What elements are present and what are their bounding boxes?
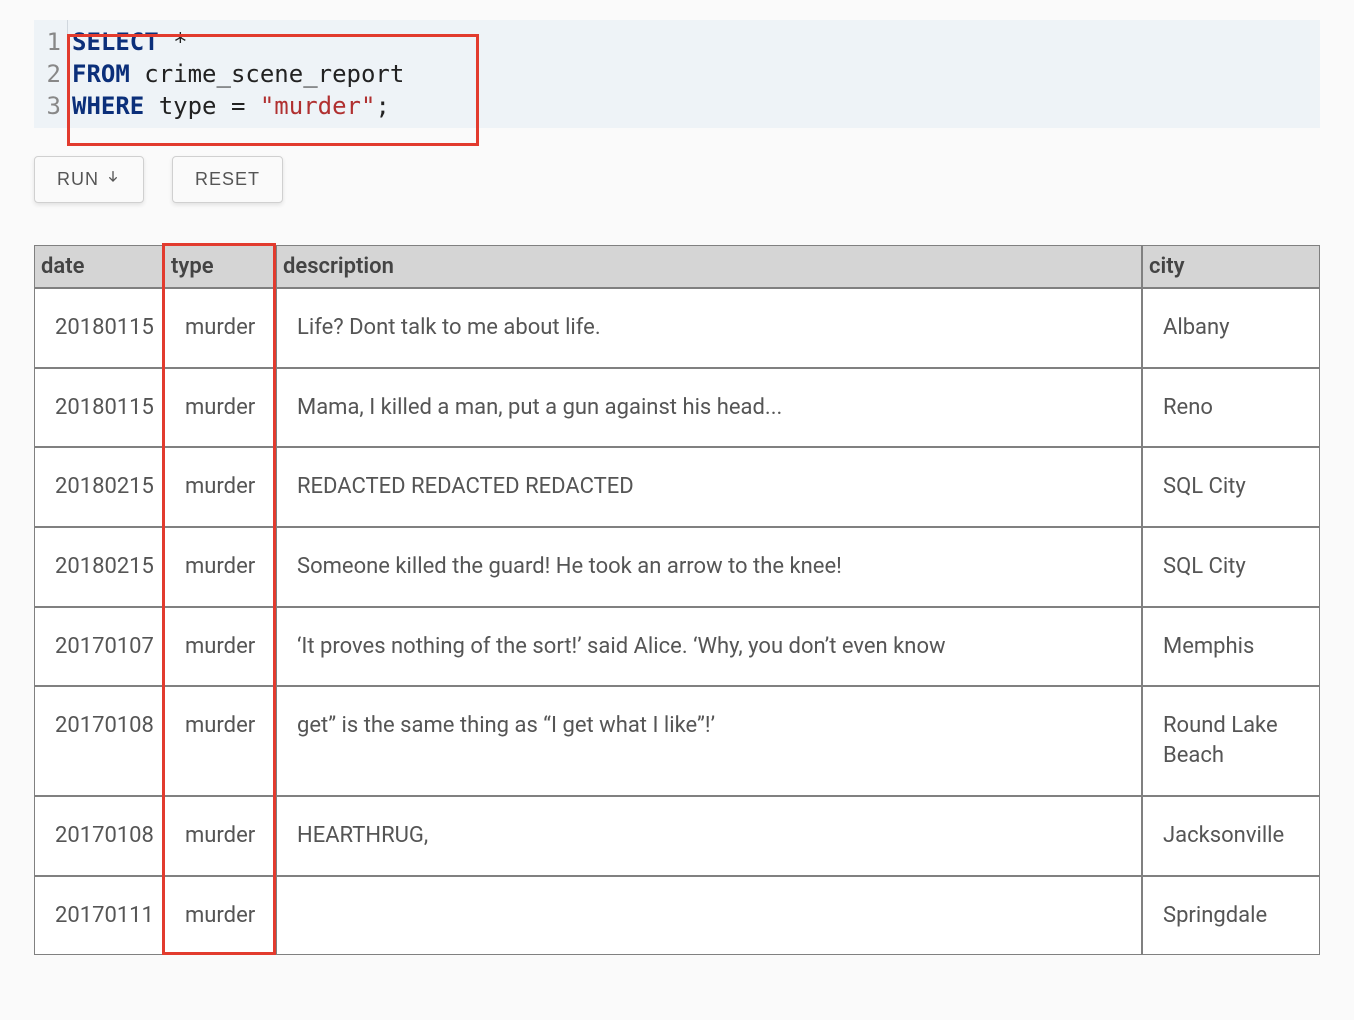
gutter-line-number: 1 [34,26,67,58]
cell-date: 20180215 [34,447,164,527]
cell-city: Memphis [1142,607,1320,687]
cell-type: murder [164,607,276,687]
reset-button-label: RESET [195,169,260,190]
column-header-city[interactable]: city [1142,245,1320,288]
cell-city: Round Lake Beach [1142,686,1320,795]
table-row: 20180115murderMama, I killed a man, put … [34,368,1320,448]
code-line: SELECT * [72,26,1312,58]
cell-description: Someone killed the guard! He took an arr… [276,527,1142,607]
table-row: 20180215murderSomeone killed the guard! … [34,527,1320,607]
gutter-line-number: 2 [34,58,67,90]
cell-description: Life? Dont talk to me about life. [276,288,1142,368]
cell-description [276,876,1142,956]
cell-city: Albany [1142,288,1320,368]
table-row: 20170108murderHEARTHRUG,Jacksonville [34,796,1320,876]
cell-type: murder [164,796,276,876]
cell-type: murder [164,686,276,795]
reset-button[interactable]: RESET [172,156,283,203]
table-row: 20180215murderREDACTED REDACTED REDACTED… [34,447,1320,527]
gutter-line-number: 3 [34,90,67,122]
cell-date: 20180215 [34,527,164,607]
cell-type: murder [164,368,276,448]
code-line: WHERE type = "murder"; [72,90,1312,122]
editor-gutter: 123 [34,20,68,128]
results-container: datetypedescriptioncity 20180115murderLi… [34,245,1320,955]
column-header-description[interactable]: description [276,245,1142,288]
cell-description: REDACTED REDACTED REDACTED [276,447,1142,527]
cell-city: SQL City [1142,447,1320,527]
button-row: RUN RESET [34,156,1320,203]
table-row: 20170107murder‘It proves nothing of the … [34,607,1320,687]
cell-description: Mama, I killed a man, put a gun against … [276,368,1142,448]
column-header-type[interactable]: type [164,245,276,288]
cell-date: 20180115 [34,368,164,448]
run-button-label: RUN [57,169,99,190]
sql-editor[interactable]: 123 SELECT *FROM crime_scene_reportWHERE… [34,20,1320,128]
cell-description: HEARTHRUG, [276,796,1142,876]
sql-editor-container: 123 SELECT *FROM crime_scene_reportWHERE… [34,20,1320,128]
cell-city: Springdale [1142,876,1320,956]
cell-city: Jacksonville [1142,796,1320,876]
cell-date: 20170108 [34,796,164,876]
results-table: datetypedescriptioncity 20180115murderLi… [34,245,1320,955]
editor-code[interactable]: SELECT *FROM crime_scene_reportWHERE typ… [68,20,1320,128]
cell-type: murder [164,288,276,368]
cell-date: 20170108 [34,686,164,795]
cell-date: 20170107 [34,607,164,687]
cell-type: murder [164,527,276,607]
cell-date: 20180115 [34,288,164,368]
cell-description: ‘It proves nothing of the sort!’ said Al… [276,607,1142,687]
cell-city: SQL City [1142,527,1320,607]
code-line: FROM crime_scene_report [72,58,1312,90]
table-row: 20170108murderget” is the same thing as … [34,686,1320,795]
run-button[interactable]: RUN [34,156,144,203]
cell-date: 20170111 [34,876,164,956]
run-arrow-icon [105,169,121,190]
cell-city: Reno [1142,368,1320,448]
column-header-date[interactable]: date [34,245,164,288]
table-row: 20170111murder Springdale [34,876,1320,956]
cell-description: get” is the same thing as “I get what I … [276,686,1142,795]
table-row: 20180115murderLife? Dont talk to me abou… [34,288,1320,368]
cell-type: murder [164,876,276,956]
cell-type: murder [164,447,276,527]
